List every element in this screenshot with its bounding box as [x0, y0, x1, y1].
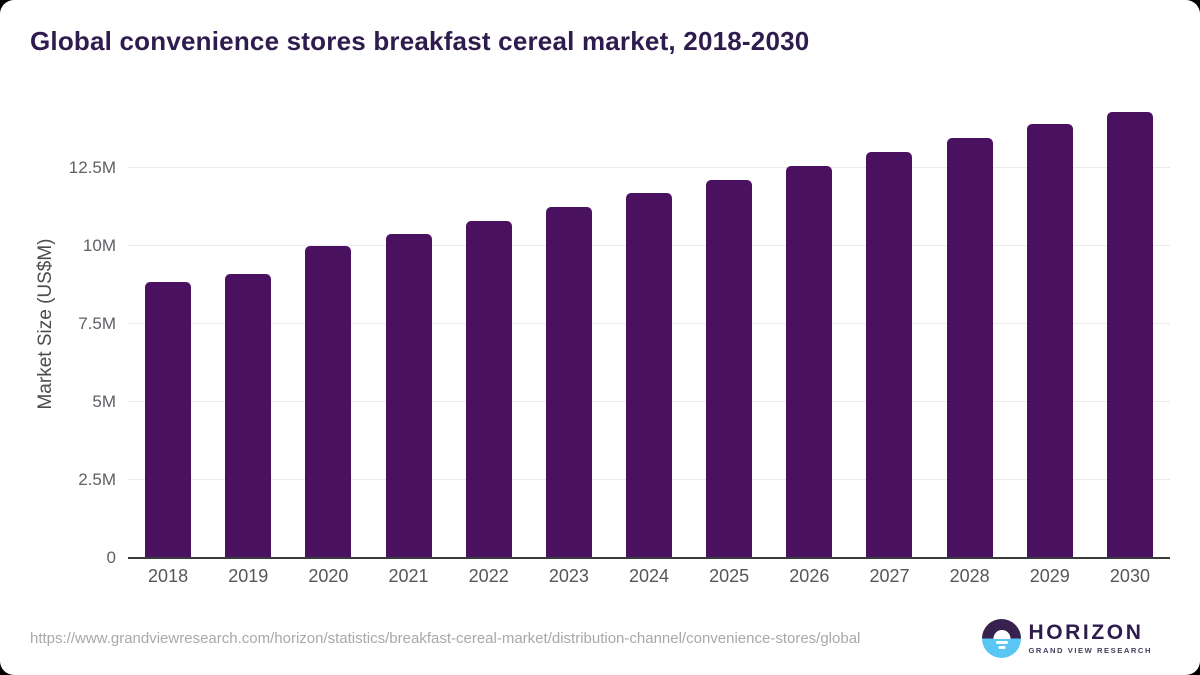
bar-2026	[786, 166, 833, 558]
x-axis-label-2022: 2022	[468, 566, 509, 586]
y-tick-label-10M: 10M	[82, 236, 116, 256]
y-tick-label-5M: 5M	[92, 392, 116, 412]
x-axis-label-2030: 2030	[1109, 566, 1150, 586]
bar-slot-2019	[208, 90, 288, 558]
bar-2021	[385, 233, 432, 558]
sun-reflection-line	[998, 646, 1006, 649]
bar-slot-2023	[529, 90, 609, 558]
bar-slot-2024	[609, 90, 689, 558]
logo-text: HORIZON GRAND VIEW RESEARCH	[1028, 622, 1152, 655]
x-axis-label-2018: 2018	[148, 566, 189, 586]
bar-slot-2021	[368, 90, 448, 558]
sun-reflection-line	[995, 641, 1008, 644]
x-axis-label-2026: 2026	[789, 566, 830, 586]
bar-slot-2025	[689, 90, 769, 558]
bar-slot-2018	[128, 90, 208, 558]
gridline-12.5M	[128, 167, 1170, 168]
bar-2019	[225, 274, 272, 558]
chart-title: Global convenience stores breakfast cere…	[30, 26, 810, 56]
x-axis-label-2025: 2025	[709, 566, 750, 586]
x-axis-label-2029: 2029	[1029, 566, 1070, 586]
y-tick-label-2.5M: 2.5M	[78, 470, 116, 490]
horizon-sun-circle-icon	[982, 619, 1022, 658]
y-tick-labels: 0 2.5M 5M 7.5M 10M 12.5M	[0, 90, 116, 567]
bar-slot-2020	[288, 90, 368, 558]
bar-2025	[706, 180, 753, 558]
y-tick-label-0: 0	[106, 548, 116, 567]
bar-2018	[145, 281, 192, 558]
logo-subbrand-name: GRAND VIEW RESEARCH	[1028, 646, 1152, 655]
bar-slot-2027	[849, 90, 929, 558]
bar-slot-2030	[1090, 90, 1170, 558]
bar-2029	[1026, 124, 1073, 558]
x-axis-baseline	[128, 557, 1170, 559]
x-axis-label-2019: 2019	[228, 566, 269, 586]
x-axis-labels: 2018 2019 2020 2021 2022 2023 2024 2025 2026 2027…	[128, 566, 1170, 592]
bar-2030	[1106, 111, 1153, 558]
bar-2027	[866, 152, 913, 558]
bar-slot-2028	[930, 90, 1010, 558]
bar-slot-2029	[1010, 90, 1090, 558]
horizon-logo: HORIZON GRAND VIEW RESEARCH	[982, 619, 1152, 658]
bar-slot-2026	[769, 90, 849, 558]
x-axis-label-2021: 2021	[388, 566, 429, 586]
y-tick-label-12.5M: 12.5M	[68, 158, 116, 177]
bar-2023	[545, 207, 592, 558]
logo-brand-name: HORIZON	[1028, 621, 1144, 644]
bar-2022	[465, 221, 512, 558]
x-axis-label-2027: 2027	[869, 566, 910, 586]
x-axis-label-2023: 2023	[548, 566, 589, 586]
bars-row	[128, 90, 1170, 558]
bar-2020	[305, 246, 352, 558]
x-axis-label-2020: 2020	[308, 566, 349, 586]
y-tick-label-7.5M: 7.5M	[78, 314, 116, 333]
bar-slot-2022	[449, 90, 529, 558]
x-axis-label-2024: 2024	[628, 566, 670, 586]
x-axis-label-2028: 2028	[949, 566, 990, 586]
sun-icon	[993, 629, 1011, 639]
source-url: https://www.grandviewresearch.com/horizo…	[30, 630, 861, 647]
plot-area	[128, 90, 1170, 559]
bar-2028	[946, 138, 993, 558]
bar-2024	[626, 192, 673, 558]
